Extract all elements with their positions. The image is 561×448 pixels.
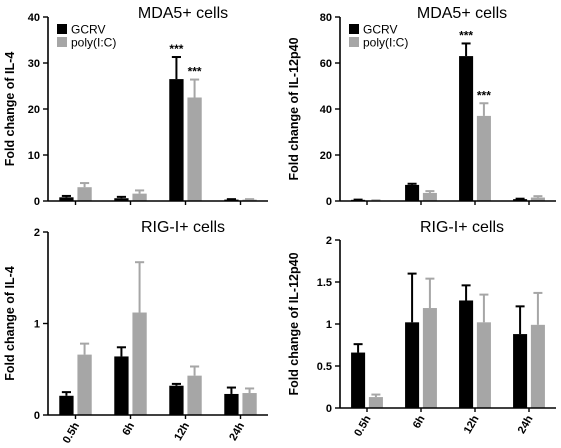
y-tick-label: 20: [28, 104, 40, 116]
bar: [530, 324, 545, 408]
bar: [224, 393, 239, 415]
legend-swatch: [57, 37, 67, 47]
bar: [114, 198, 129, 201]
x-tick-label: 0.5h: [61, 420, 83, 445]
chart-title: MDA5+ cells: [417, 5, 507, 22]
y-axis-label: Fold change of IL-12p40: [287, 37, 301, 180]
y-axis-label: Fold change of IL-12p40: [287, 252, 301, 395]
y-axis-label: Fold change of IL-4: [3, 52, 17, 167]
y-tick-label: 80: [320, 12, 332, 24]
significance-marker: ***: [169, 42, 183, 56]
chart-panel-3: RIG-I+ cells Fold change of IL-4 0 1 2 0.5h 6h…: [3, 219, 268, 446]
y-tick-label: 0: [34, 410, 40, 422]
bar: [530, 197, 545, 201]
x-tick-label: 24h: [227, 420, 247, 443]
bar: [59, 395, 74, 415]
legend-label: poly(I:C): [71, 36, 116, 50]
x-tick-label: 12h: [172, 420, 192, 443]
y-tick-label: 1.5: [317, 277, 332, 289]
legend-label: poly(I:C): [363, 36, 408, 50]
bar: [422, 192, 437, 201]
bar: [405, 184, 420, 201]
y-tick-label: 2: [326, 235, 332, 247]
y-tick-label: 30: [28, 58, 40, 70]
bar: [169, 79, 184, 201]
y-tick-label: 60: [320, 58, 332, 70]
x-tick-label: 6h: [411, 413, 428, 430]
y-tick-label: 2: [34, 227, 40, 239]
x-tick-label: 6h: [120, 420, 137, 437]
significance-marker: ***: [188, 65, 202, 79]
y-tick-label: 40: [320, 104, 332, 116]
x-tick-label: 24h: [516, 413, 536, 436]
bar: [169, 385, 184, 415]
y-tick-label: 1: [326, 319, 332, 331]
bar: [132, 193, 147, 201]
bar: [351, 352, 366, 408]
bar: [187, 375, 202, 415]
bar: [476, 115, 491, 201]
bar: [77, 354, 92, 415]
bar: [59, 197, 74, 201]
chart-title: MDA5+ cells: [138, 5, 228, 22]
chart-title: RIG-I+ cells: [420, 219, 504, 236]
bar: [77, 187, 92, 201]
significance-marker: ***: [477, 88, 491, 102]
y-tick-label: 10: [28, 150, 40, 162]
x-tick-label: 12h: [462, 413, 482, 436]
legend-swatch: [349, 24, 359, 34]
x-tick-label: 0.5h: [352, 413, 374, 438]
legend-swatch: [57, 24, 67, 34]
chart-panel-1: MDA5+ cells Fold change of IL-4 *** *** 0 10 2…: [3, 5, 268, 208]
y-tick-label: 20: [320, 150, 332, 162]
bar: [513, 334, 528, 408]
chart-panel-2: MDA5+ cells Fold change of IL-12p40 *** ***…: [287, 5, 556, 208]
chart-title: RIG-I+ cells: [141, 219, 225, 236]
bar: [513, 199, 528, 201]
bar: [132, 312, 147, 415]
y-tick-label: 0.5: [317, 361, 332, 373]
y-tick-label: 1: [34, 319, 40, 331]
bar: [114, 356, 129, 415]
y-tick-label: 40: [28, 12, 40, 24]
y-tick-label: 0: [34, 196, 40, 208]
bar: [459, 300, 474, 408]
legend-label: GCRV: [363, 23, 397, 37]
y-tick-label: 0: [326, 196, 332, 208]
bar: [368, 397, 383, 408]
y-axis-label: Fold change of IL-4: [3, 266, 17, 381]
bar: [422, 308, 437, 408]
legend-swatch: [349, 37, 359, 47]
bar: [405, 322, 420, 408]
bar: [459, 56, 474, 201]
legend-label: GCRV: [71, 23, 105, 37]
chart-panel-4: RIG-I+ cells Fold change of IL-12p40 0 0.5 1…: [287, 219, 556, 439]
bar: [187, 97, 202, 201]
bar: [242, 393, 257, 415]
significance-marker: ***: [459, 28, 473, 42]
bar: [476, 322, 491, 408]
y-tick-label: 0: [326, 403, 332, 415]
